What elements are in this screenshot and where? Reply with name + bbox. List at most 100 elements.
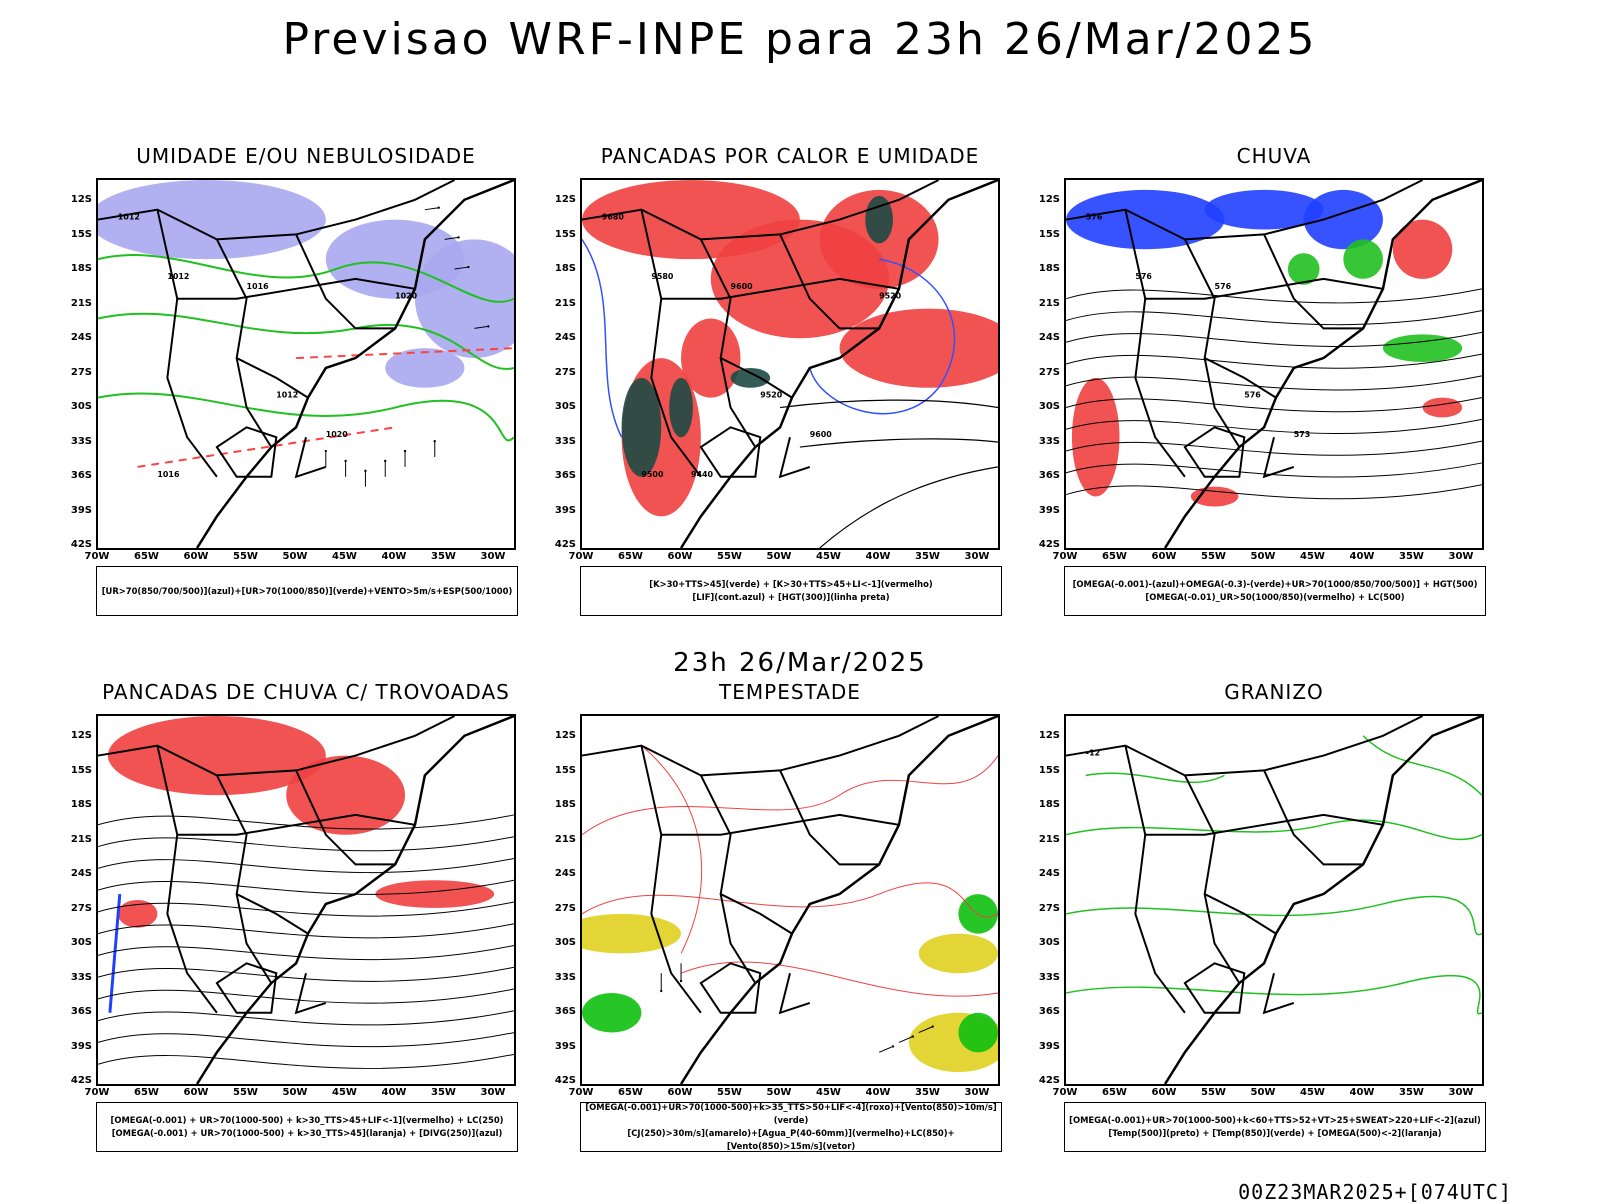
- lat-tick-label: 18S: [70, 799, 92, 810]
- lon-tick-label: 65W: [134, 551, 159, 562]
- lat-tick-label: 30S: [554, 401, 576, 412]
- lat-tick-label: 33S: [554, 971, 576, 983]
- lon-tick-label: 45W: [1300, 551, 1325, 562]
- contour-label: 1020: [395, 292, 418, 301]
- lon-tick-label: 60W: [183, 551, 209, 562]
- lon-tick-label: 50W: [766, 551, 792, 562]
- lon-tick-label: 60W: [667, 1087, 693, 1098]
- lon-tick-label: 40W: [1349, 551, 1375, 562]
- panel-title-umidade-e-ou-nebulosidade: UMIDADE E/OU NEBULOSIDADE: [136, 144, 476, 168]
- map-tempestade: [580, 714, 1000, 1086]
- lat-tick-label: 42S: [70, 539, 92, 550]
- lat-tick-label: 30S: [70, 401, 92, 412]
- map-umidade-e-ou-nebulosidade: 1012 1012 1016 1020 1012 1016 1020: [96, 178, 516, 550]
- lat-tick-label: 39S: [554, 1040, 576, 1052]
- lon-tick-label: 50W: [282, 1087, 308, 1098]
- lat-tick-label: 21S: [70, 297, 92, 309]
- panel-title-tempestade: TEMPESTADE: [719, 680, 861, 704]
- lat-tick-label: 39S: [70, 1040, 92, 1052]
- contour-label: 9500: [641, 470, 664, 479]
- panel-title-chuva: CHUVA: [1236, 144, 1312, 168]
- lat-tick-label: 42S: [554, 539, 576, 550]
- legend-line: [OMEGA(-0.001)+UR>70(1000-500)+k<60+TTS>…: [1069, 1115, 1481, 1125]
- run-timestamp: 00Z23MAR2025+[074UTC]: [1238, 1180, 1512, 1204]
- lat-tick-label: 30S: [70, 937, 92, 948]
- lon-tick-label: 45W: [332, 1087, 357, 1098]
- figure-title: Previsao WRF-INPE para 23h 26/Mar/2025: [282, 14, 1318, 65]
- contour-label: 9580: [651, 272, 674, 281]
- legend-line: [CJ(250)>30m/s](amarelo)+[Agua_P(40-60mm…: [627, 1128, 955, 1151]
- lon-tick-label: 35W: [915, 1087, 940, 1098]
- lat-tick-label: 30S: [1038, 401, 1060, 412]
- lat-tick-label: 15S: [554, 764, 576, 776]
- lon-tick-label: 70W: [1052, 551, 1078, 562]
- lat-tick-label: 39S: [554, 504, 576, 516]
- lon-tick-label: 70W: [568, 551, 594, 562]
- contour-label: 9680: [602, 213, 625, 222]
- lat-tick-label: 18S: [554, 263, 576, 274]
- lon-tick-label: 70W: [1052, 1087, 1078, 1098]
- lat-tick-label: 36S: [70, 1006, 92, 1017]
- lon-tick-label: 60W: [1151, 551, 1177, 562]
- legend-line: [K>30+TTS>45](verde) + [K>30+TTS>45+LI<-…: [649, 579, 933, 589]
- map-granizo: -12: [1064, 714, 1484, 1086]
- lat-tick-label: 18S: [70, 263, 92, 274]
- lon-tick-label: 55W: [717, 551, 742, 562]
- contour-label: 1020: [326, 430, 349, 439]
- lon-tick-label: 65W: [134, 1087, 159, 1098]
- lat-tick-label: 24S: [1038, 332, 1060, 343]
- lat-tick-label: 27S: [1038, 366, 1060, 378]
- legend-chuva: [OMEGA(-0.001)-(azul)+OMEGA(-0.3)-(verde…: [1064, 566, 1486, 616]
- lat-tick-label: 42S: [1038, 539, 1060, 550]
- legend-umidade-e-ou-nebulosidade: [UR>70(850/700/500)](azul)+[UR>70(1000/8…: [96, 566, 518, 616]
- lon-tick-label: 40W: [381, 551, 407, 562]
- lat-tick-label: 27S: [554, 902, 576, 914]
- lat-tick-label: 15S: [1038, 228, 1060, 240]
- lat-tick-label: 39S: [1038, 504, 1060, 516]
- lon-tick-label: 45W: [332, 551, 357, 562]
- lat-tick-label: 33S: [70, 435, 92, 447]
- lat-tick-label: 36S: [1038, 470, 1060, 481]
- lon-tick-label: 65W: [618, 1087, 643, 1098]
- lon-tick-label: 50W: [1250, 1087, 1276, 1098]
- lon-tick-label: 30W: [480, 551, 506, 562]
- contour-label: 9600: [731, 282, 754, 291]
- lat-tick-label: 36S: [70, 470, 92, 481]
- lat-tick-label: 24S: [70, 868, 92, 879]
- contour-label: 576: [1244, 391, 1261, 400]
- lat-tick-label: 24S: [554, 332, 576, 343]
- legend-line: [OMEGA(-0.001) + UR>70(1000-500) + k>30_…: [111, 1128, 503, 1138]
- legend-line: [OMEGA(-0.001) + UR>70(1000-500) + k>30_…: [110, 1115, 504, 1125]
- lon-tick-label: 55W: [233, 551, 258, 562]
- lat-tick-label: 33S: [1038, 971, 1060, 983]
- lon-tick-label: 60W: [1151, 1087, 1177, 1098]
- lon-tick-label: 35W: [431, 551, 456, 562]
- lat-tick-label: 36S: [554, 470, 576, 481]
- lon-tick-label: 55W: [233, 1087, 258, 1098]
- contour-label: 9440: [691, 470, 714, 479]
- lat-tick-label: 15S: [70, 764, 92, 776]
- contour-label: 1012: [276, 391, 298, 400]
- contour-label: 9520: [760, 391, 783, 400]
- lat-tick-label: 18S: [1038, 799, 1060, 810]
- lat-tick-label: 24S: [1038, 868, 1060, 879]
- contour-label: 576: [1135, 272, 1152, 281]
- lat-tick-label: 18S: [554, 799, 576, 810]
- lon-tick-label: 40W: [865, 1087, 891, 1098]
- lon-tick-label: 35W: [431, 1087, 456, 1098]
- contour-label: 1012: [118, 213, 140, 222]
- lat-tick-label: 12S: [1038, 730, 1060, 741]
- legend-granizo: [OMEGA(-0.001)+UR>70(1000-500)+k<60+TTS>…: [1064, 1102, 1486, 1152]
- lon-tick-label: 45W: [816, 1087, 841, 1098]
- lon-tick-label: 40W: [1349, 1087, 1375, 1098]
- lon-tick-label: 70W: [84, 551, 110, 562]
- lon-tick-label: 50W: [282, 551, 308, 562]
- lon-tick-label: 45W: [816, 551, 841, 562]
- row-time-label: 23h 26/Mar/2025: [673, 648, 927, 678]
- lon-tick-label: 60W: [667, 551, 693, 562]
- legend-line: [LIF](cont.azul) + [HGT(300)](linha pret…: [692, 592, 890, 602]
- legend-pancadas-de-chuva-c-trovoadas: [OMEGA(-0.001) + UR>70(1000-500) + k>30_…: [96, 1102, 518, 1152]
- lon-tick-label: 70W: [84, 1087, 110, 1098]
- lon-tick-label: 55W: [1201, 551, 1226, 562]
- contour-label: 9520: [879, 292, 902, 301]
